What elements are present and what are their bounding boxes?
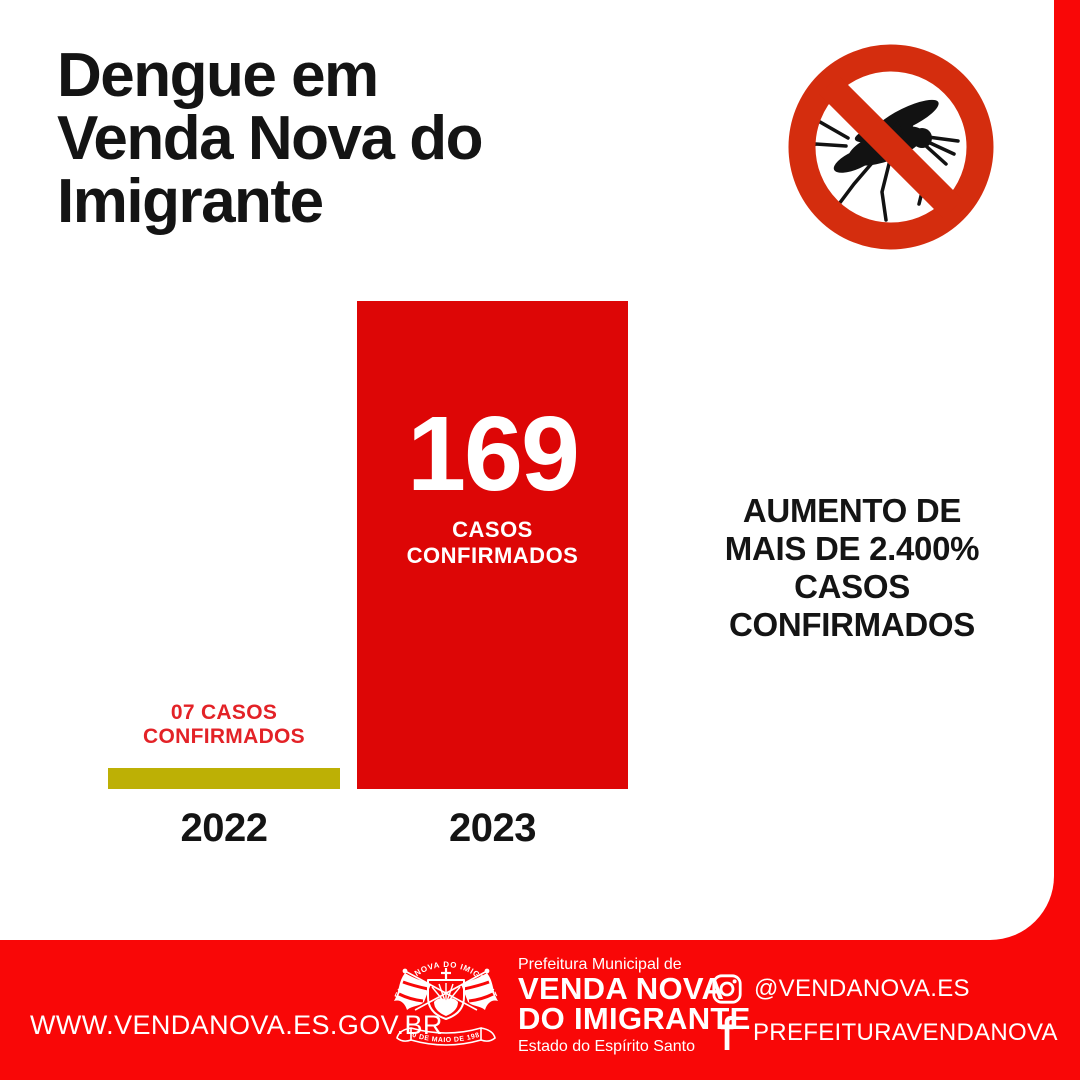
instagram-handle: @VENDANOVA.ES bbox=[754, 975, 970, 1002]
bar-2023-annotation: CASOS CONFIRMADOS bbox=[406, 517, 579, 568]
x-axis-label-2022: 2022 bbox=[180, 806, 268, 850]
instagram-row: @VENDANOVA.ES bbox=[712, 974, 1058, 1004]
org-line-estado: Estado do Espírito Santo bbox=[518, 1038, 695, 1055]
facebook-handle: PREFEITURAVENDANOVA bbox=[753, 1019, 1058, 1046]
social-block: @VENDANOVA.ES PREFEITURAVENDANOVA bbox=[712, 974, 1058, 1050]
municipal-crest: VENDA NOVA DO IMIGRANTE bbox=[380, 939, 509, 1056]
bar-2022 bbox=[108, 768, 340, 789]
bar-2022-annotation: 07 CASOS CONFIRMADOS bbox=[143, 701, 305, 748]
instagram-icon bbox=[712, 974, 742, 1004]
no-mosquito-icon bbox=[786, 42, 996, 252]
org-line-venda-nova: VENDA NOVA bbox=[518, 971, 725, 1006]
bar-2023-value: 169 bbox=[407, 395, 580, 513]
crest-graphic: VENDA NOVA DO IMIGRANTE bbox=[380, 939, 498, 1046]
crest-flags bbox=[394, 973, 498, 1010]
x-axis-label-2023: 2023 bbox=[449, 806, 536, 850]
crest-shield bbox=[427, 968, 465, 1020]
facebook-icon bbox=[720, 1016, 735, 1050]
footer: WWW.VENDANOVA.ES.GOV.BR VENDA NOVA DO IM… bbox=[0, 939, 1080, 1080]
prohibition-ring bbox=[788, 44, 994, 250]
website-url: WWW.VENDANOVA.ES.GOV.BR bbox=[30, 1010, 443, 1040]
no-mosquito-sign-graphic bbox=[788, 44, 994, 250]
org-line-prefeitura: Prefeitura Municipal de bbox=[518, 956, 682, 973]
poster-title: Dengue em Venda Nova do Imigrante bbox=[57, 41, 483, 236]
facebook-row: PREFEITURAVENDANOVA bbox=[712, 1016, 1058, 1050]
org-line-do-imigrante: DO IMIGRANTE bbox=[518, 1001, 751, 1036]
increase-highlight-text: AUMENTO DE MAIS DE 2.400% CASOS CONFIRMA… bbox=[724, 492, 980, 643]
municipality-block: Prefeitura Municipal de VENDA NOVA DO IM… bbox=[518, 956, 751, 1056]
bar-2023: 169 CASOS CONFIRMADOS bbox=[357, 301, 628, 789]
